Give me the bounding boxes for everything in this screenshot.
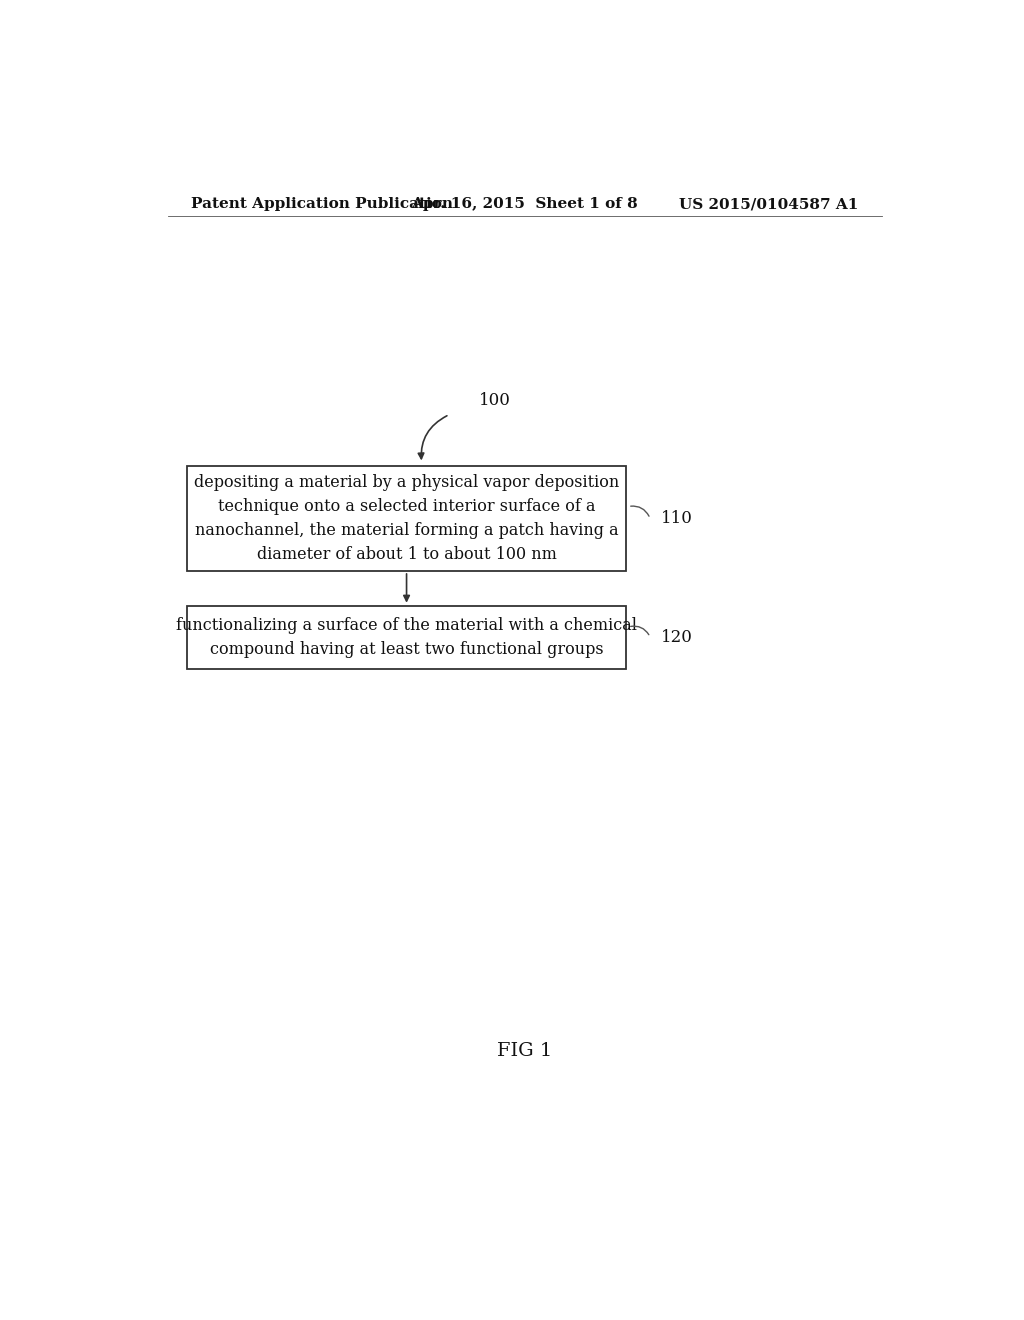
FancyArrowPatch shape bbox=[631, 626, 649, 635]
Text: functionalizing a surface of the material with a chemical
compound having at lea: functionalizing a surface of the materia… bbox=[176, 616, 637, 657]
Text: FIG 1: FIG 1 bbox=[498, 1041, 552, 1060]
FancyArrowPatch shape bbox=[403, 574, 410, 601]
Bar bbox=[186, 466, 627, 572]
FancyArrowPatch shape bbox=[631, 506, 649, 516]
FancyArrowPatch shape bbox=[418, 416, 446, 458]
Text: US 2015/0104587 A1: US 2015/0104587 A1 bbox=[679, 197, 858, 211]
Text: Patent Application Publication: Patent Application Publication bbox=[191, 197, 454, 211]
Text: 120: 120 bbox=[662, 628, 693, 645]
Text: Apr. 16, 2015  Sheet 1 of 8: Apr. 16, 2015 Sheet 1 of 8 bbox=[412, 197, 638, 211]
Bar bbox=[186, 606, 627, 669]
Text: 100: 100 bbox=[479, 392, 511, 409]
Text: depositing a material by a physical vapor deposition
technique onto a selected i: depositing a material by a physical vapo… bbox=[194, 474, 620, 564]
Text: 110: 110 bbox=[662, 511, 693, 527]
